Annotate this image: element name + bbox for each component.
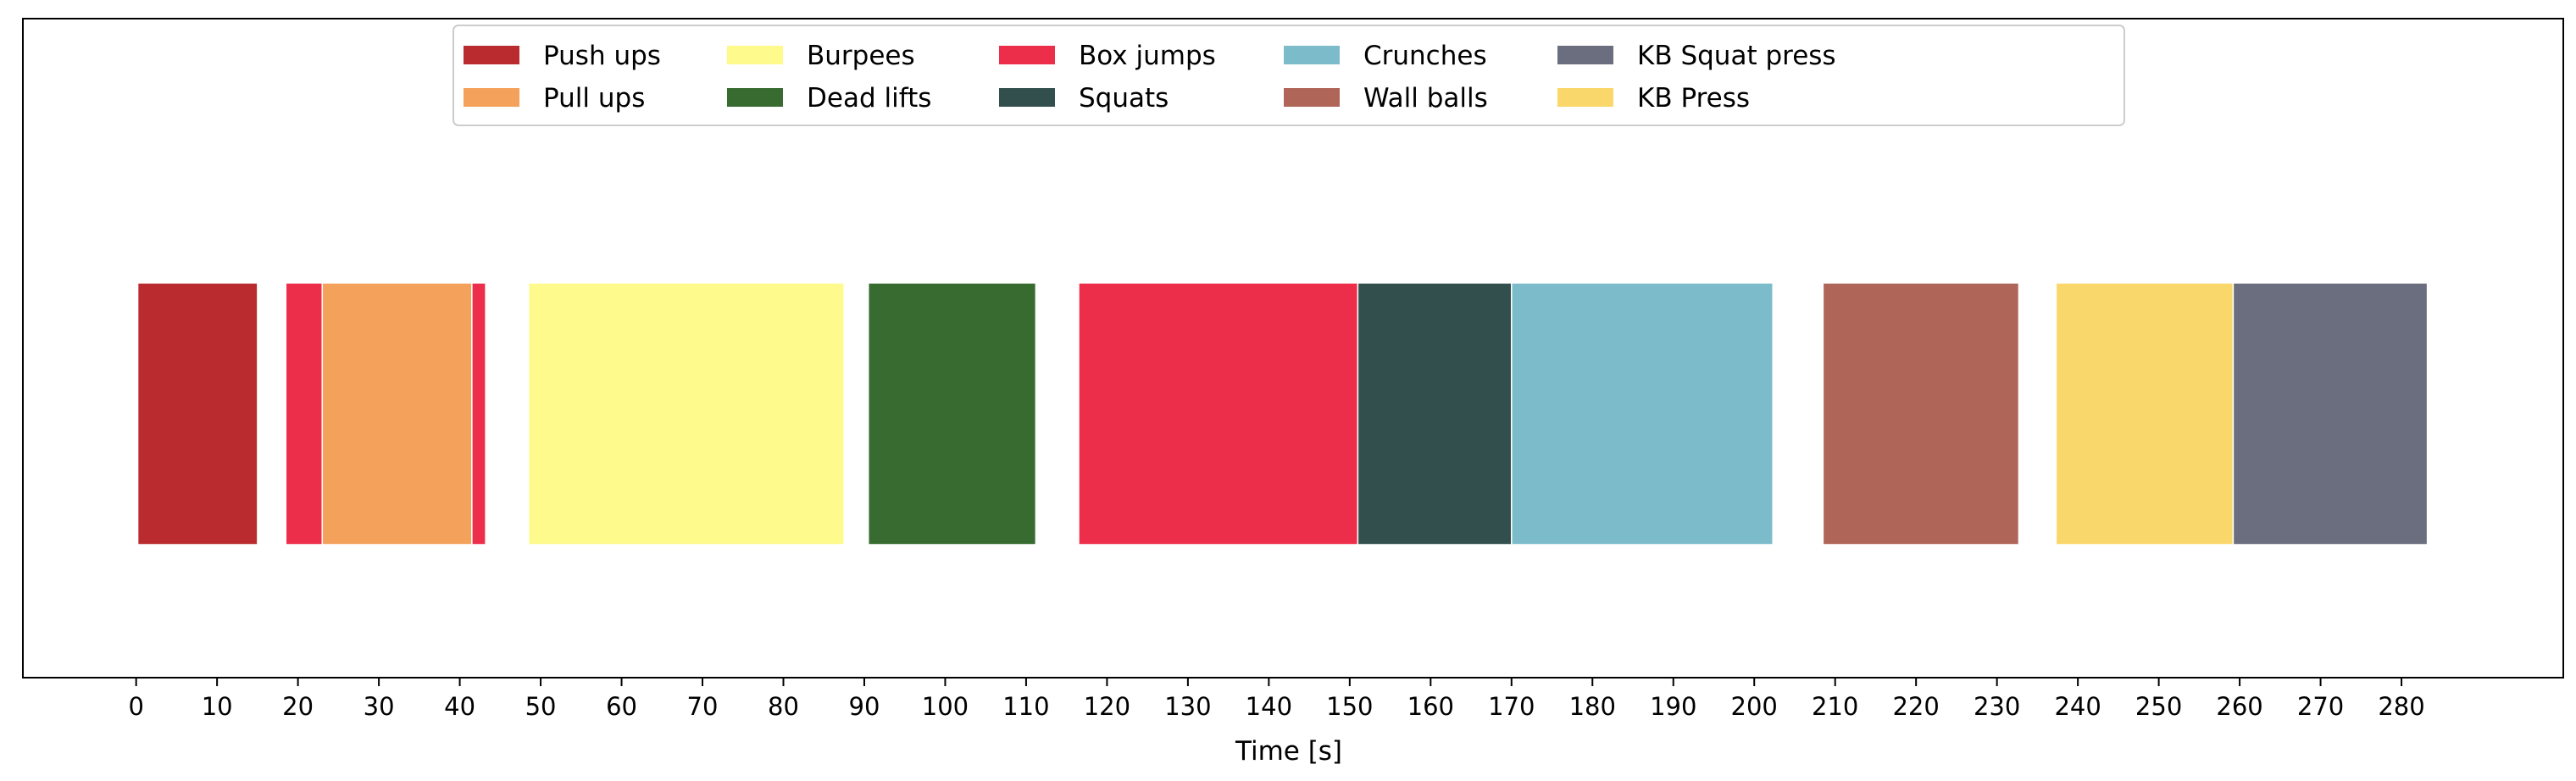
x-tick-label-30: 30 [364,692,395,721]
segment-squats-7 [1357,282,1513,546]
legend-label-kb-squat-press: KB Squat press [1637,41,1836,71]
legend-label-kb-press: KB Press [1637,83,1750,114]
segment-box-jumps-6 [1078,282,1359,546]
segment-push-ups-0 [136,282,258,546]
x-tick-label-240: 240 [2054,692,2101,721]
x-tick-label-260: 260 [2216,692,2262,721]
legend-label-push-ups: Push ups [543,41,661,71]
x-tick-label-120: 120 [1084,692,1130,721]
x-tick-label-190: 190 [1650,692,1696,721]
x-tick-label-70: 70 [687,692,719,721]
legend-items: Push ups Pull ups Burpees Dead lifts Box jum… [464,41,1836,114]
legend-label-box-jumps: Box jumps [1079,41,1216,71]
segment-box-jumps-1 [285,282,324,546]
timeline-segments [136,282,2429,546]
x-tick-label-10: 10 [202,692,233,721]
x-tick-label-180: 180 [1569,692,1616,721]
legend-label-burpees: Burpees [807,41,915,71]
plot-frame [22,18,2564,679]
legend-swatch-dead-lifts [727,88,783,107]
x-tick-label-40: 40 [444,692,475,721]
x-axis-label: Time [s] [1235,736,1342,767]
legend-label-dead-lifts: Dead lifts [807,83,931,114]
legend-label-squats: Squats [1079,83,1169,114]
x-tick-label-210: 210 [1812,692,1858,721]
x-axis-ticks: 0 10 20 30 40 50 60 70 80 90 100 110 120 130 140 150 160… [128,678,2425,721]
legend-label-crunches: Crunches [1363,41,1487,71]
segment-box-jumps-3 [471,282,486,546]
x-tick-label-270: 270 [2297,692,2344,721]
legend-box [452,25,2125,126]
legend-label-wall-balls: Wall balls [1363,83,1488,114]
segment-pull-ups-2 [321,282,473,546]
x-tick-label-20: 20 [282,692,314,721]
x-tick-label-160: 160 [1407,692,1454,721]
legend-swatch-wall-balls [1284,88,1340,107]
x-tick-label-280: 280 [2378,692,2424,721]
legend-swatch-burpees [727,46,783,64]
x-tick-label-220: 220 [1892,692,1939,721]
x-tick-label-100: 100 [922,692,969,721]
segment-burpees-4 [527,282,845,546]
x-tick-label-140: 140 [1246,692,1292,721]
x-tick-label-80: 80 [768,692,799,721]
x-tick-label-200: 200 [1731,692,1778,721]
segment-dead-lifts-5 [867,282,1037,546]
x-tick-label-60: 60 [606,692,637,721]
x-tick-label-110: 110 [1002,692,1049,721]
legend-swatch-push-ups [464,46,519,64]
x-tick-label-150: 150 [1326,692,1373,721]
segment-crunches-8 [1511,282,1774,546]
x-tick-label-130: 130 [1164,692,1211,721]
legend-swatch-box-jumps [999,46,1055,64]
segment-wall-balls-9 [1822,282,2020,546]
segment-kb-press-10 [2055,282,2235,546]
legend-swatch-crunches [1284,46,1340,64]
legend-swatch-squats [999,88,1055,107]
segment-kb-squat-press-11 [2232,282,2429,546]
legend-label-pull-ups: Pull ups [543,83,645,114]
legend-swatch-pull-ups [464,88,519,107]
x-tick-label-50: 50 [525,692,557,721]
x-tick-label-250: 250 [2135,692,2182,721]
x-tick-label-90: 90 [849,692,880,721]
x-tick-label-170: 170 [1488,692,1535,721]
legend-swatch-kb-press [1557,88,1613,107]
legend-swatch-kb-squat-press [1557,46,1613,64]
x-tick-label-0: 0 [128,692,143,721]
x-tick-label-230: 230 [1974,692,2020,721]
legend: Push ups Pull ups Burpees Dead lifts Box jum… [452,25,2125,126]
